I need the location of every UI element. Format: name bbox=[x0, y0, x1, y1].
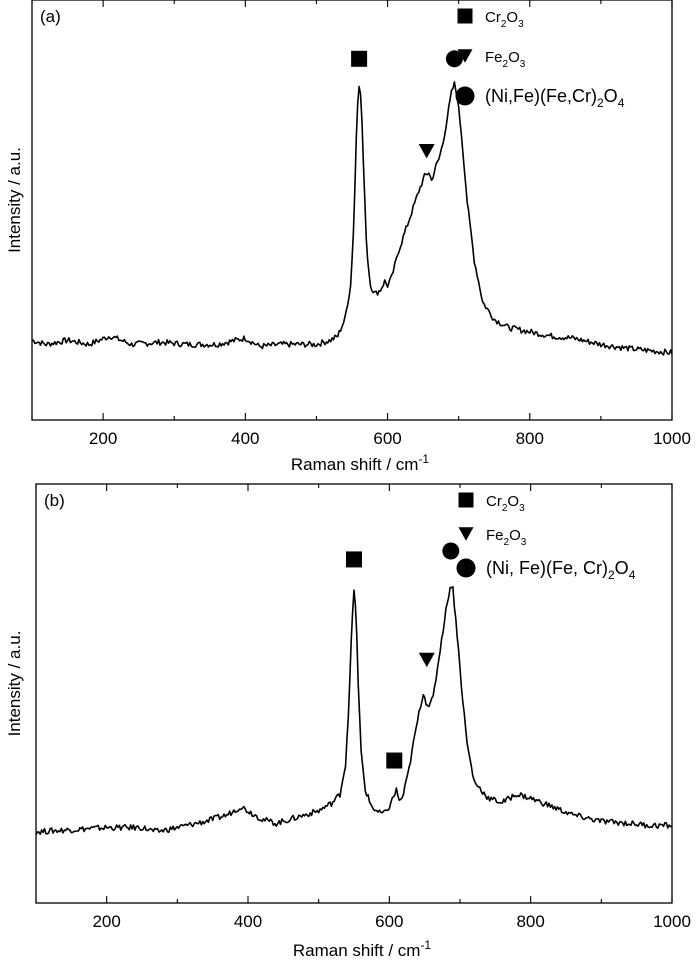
x-tick-label: 600 bbox=[375, 912, 403, 931]
x-axis-label: Raman shift / cm-1 bbox=[293, 938, 432, 960]
x-tick-label: 200 bbox=[89, 429, 117, 448]
plot-frame bbox=[35, 483, 673, 904]
x-tick-label: 200 bbox=[92, 912, 120, 931]
peak-marker-triangle bbox=[418, 144, 435, 159]
x-tick-label: 400 bbox=[231, 429, 259, 448]
x-tick-label: 1000 bbox=[653, 429, 691, 448]
spectrum-line bbox=[35, 585, 673, 836]
x-tick-label: 800 bbox=[516, 429, 544, 448]
legend-label: Fe2O3 bbox=[486, 527, 527, 548]
peak-marker-circle bbox=[445, 50, 463, 68]
legend-marker-square bbox=[457, 8, 473, 24]
legend-label: Cr2O3 bbox=[486, 493, 525, 514]
y-axis-label: Intensity / a.u. bbox=[5, 631, 24, 737]
peak-marker-circle bbox=[442, 542, 460, 560]
x-axis-label: Raman shift / cm-1 bbox=[291, 452, 430, 474]
peak-marker-square bbox=[351, 50, 368, 67]
panel-label: (a) bbox=[40, 7, 61, 26]
legend-label: Fe2O3 bbox=[485, 49, 526, 70]
legend-marker-triangle bbox=[458, 527, 474, 541]
legend-label: Cr2O3 bbox=[485, 9, 524, 30]
x-tick-label: 400 bbox=[234, 912, 262, 931]
x-tick-label: 1000 bbox=[653, 912, 691, 931]
legend-marker-circle bbox=[456, 558, 476, 578]
peak-marker-square bbox=[346, 551, 362, 568]
legend-label: (Ni,Fe)(Fe,Cr)2O4 bbox=[485, 86, 625, 110]
y-axis-label: Intensity / a.u. bbox=[5, 147, 24, 253]
legend-marker-triangle bbox=[457, 49, 473, 63]
chart-panel-a: 200 400 600 800 1000 Raman shift / cm-1 Intens… bbox=[5, 0, 691, 474]
peak-marker-square bbox=[386, 752, 403, 769]
legend-label: (Ni, Fe)(Fe, Cr)2O4 bbox=[486, 558, 636, 582]
spectrum-line bbox=[32, 81, 673, 356]
panel-label: (b) bbox=[44, 491, 65, 510]
chart-panel-b: 200 400 600 800 1000 Raman shift / cm-1 Intens… bbox=[5, 483, 691, 960]
legend-marker-square bbox=[458, 492, 474, 508]
peak-marker-triangle bbox=[418, 652, 435, 668]
plot-frame bbox=[31, 0, 673, 421]
legend-marker-circle bbox=[455, 86, 475, 106]
x-tick-label: 800 bbox=[516, 912, 544, 931]
x-tick-label: 600 bbox=[373, 429, 401, 448]
